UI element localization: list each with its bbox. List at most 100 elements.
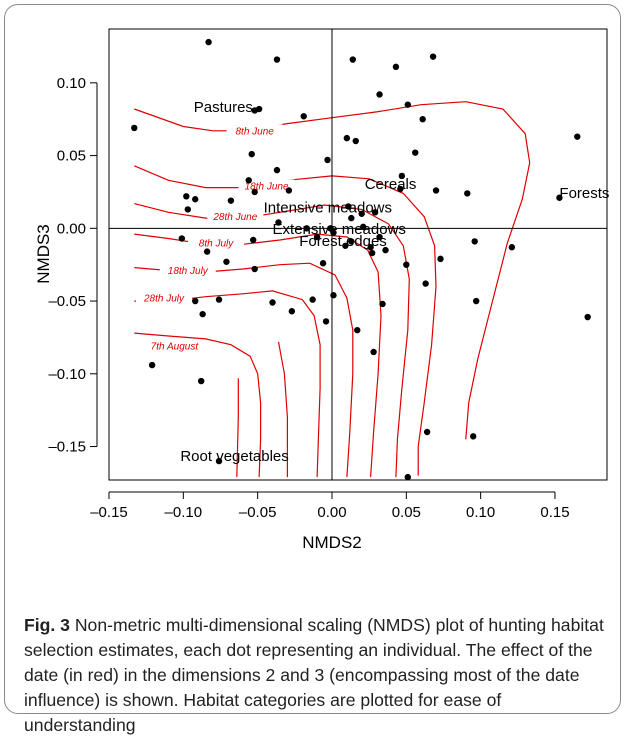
data-point: [397, 185, 404, 193]
data-point: [285, 187, 293, 194]
data-point: [404, 473, 411, 481]
data-point: [269, 299, 276, 306]
y-axis: 0.10 0.05 0.00 –0.05 –0.10 –0.15: [48, 75, 98, 456]
x-axis: –0.15 –0.10 –0.05 0.00 0.05 0.10 0.15: [90, 491, 570, 521]
data-point: [508, 244, 516, 251]
data-point: [203, 248, 211, 255]
data-point: [348, 214, 355, 222]
contour-label: 18th July: [168, 266, 209, 277]
x-tick-label: 0.00: [317, 504, 346, 521]
data-point: [348, 238, 355, 245]
data-point: [429, 53, 437, 60]
contour-label: 28th July: [143, 294, 185, 305]
data-point: [215, 296, 223, 303]
caption-label: Fig. 3: [24, 615, 70, 635]
data-point: [432, 187, 440, 194]
data-point: [349, 56, 356, 63]
y-tick-label: 0.00: [57, 220, 86, 237]
date-contour-8: [277, 341, 288, 478]
data-point: [472, 297, 480, 305]
data-point: [322, 318, 330, 325]
data-point: [309, 296, 316, 303]
habitat-label: Forests: [559, 185, 609, 202]
data-point: [330, 229, 337, 236]
data-point: [288, 308, 296, 315]
contour-label-bg: [146, 339, 203, 352]
y-tick-label: –0.10: [48, 366, 86, 383]
data-point: [360, 223, 367, 231]
habitat-label: Cereals: [365, 176, 417, 193]
reference-lines: [109, 29, 607, 480]
data-point: [197, 377, 205, 385]
date-contours: 8th June 18th June 28th June 8th July 18th J…: [134, 101, 531, 478]
data-point: [574, 133, 581, 140]
x-tick-label: 0.05: [392, 504, 421, 521]
data-point: [251, 188, 258, 196]
data-point: [273, 166, 281, 174]
data-point: [403, 261, 410, 268]
data-point: [248, 150, 255, 158]
y-tick-label: –0.05: [48, 293, 86, 310]
y-tick-label: –0.15: [48, 439, 86, 456]
data-point: [352, 137, 359, 145]
data-point: [376, 91, 383, 98]
data-point: [419, 116, 426, 123]
contour-label: 8th July: [199, 238, 234, 249]
contour-label-bg: [136, 291, 193, 304]
data-points: [131, 38, 591, 481]
habitat-labels: Pastures Cereals Forests Intensive meadows E…: [180, 99, 609, 465]
data-point: [379, 300, 386, 308]
date-contour-5: [134, 290, 321, 478]
habitat-label: Root vegetables: [180, 448, 288, 465]
x-axis-label: NMDS2: [302, 533, 362, 552]
contour-label: 7th August: [151, 342, 200, 353]
contour-label: 28th June: [212, 212, 257, 223]
y-tick-label: 0.10: [57, 75, 86, 92]
data-point: [404, 101, 411, 108]
contour-label-bg: [207, 210, 264, 223]
contour-label-bg: [226, 124, 283, 137]
data-point: [300, 113, 307, 120]
data-point: [319, 260, 327, 267]
data-point: [382, 246, 389, 254]
x-tick-label: 0.10: [466, 504, 495, 521]
data-point: [354, 326, 361, 334]
data-point: [192, 196, 199, 203]
contour-label-bg: [238, 179, 295, 192]
contour-label: 18th June: [245, 182, 289, 193]
data-point: [183, 193, 190, 200]
data-point: [423, 428, 431, 436]
y-tick-label: 0.05: [57, 148, 86, 165]
data-point: [273, 56, 281, 63]
data-point: [131, 124, 138, 132]
data-point: [422, 280, 429, 287]
data-point: [345, 203, 352, 210]
data-point: [376, 233, 383, 241]
x-tick-label: –0.05: [239, 504, 277, 521]
data-point: [342, 242, 349, 249]
data-point: [343, 134, 351, 142]
y-axis-label: NMDS3: [34, 224, 53, 284]
date-contour-7: [236, 378, 239, 478]
data-point: [368, 249, 376, 257]
data-point: [330, 292, 337, 299]
habitat-label: Pastures: [194, 99, 253, 116]
data-point: [223, 258, 230, 265]
x-tick-label: –0.10: [165, 504, 203, 521]
habitat-label: Forest edges: [299, 233, 387, 250]
date-contour-1: [134, 165, 437, 476]
contour-label-bg: [159, 263, 216, 276]
x-tick-label: –0.15: [90, 504, 128, 521]
data-point: [178, 235, 186, 242]
data-point: [470, 433, 477, 440]
data-point: [464, 190, 471, 197]
nmds-plot: 8th June 18th June 28th June 8th July 18th J…: [34, 28, 609, 552]
data-point: [556, 194, 563, 201]
caption-text: Non-metric multi-dimensional scaling (NM…: [24, 615, 604, 735]
data-point: [227, 197, 235, 204]
data-point: [371, 209, 379, 216]
habitat-label: Intensive meadows: [264, 199, 392, 216]
data-point: [251, 265, 258, 273]
data-point: [324, 156, 331, 164]
data-point: [199, 310, 206, 318]
